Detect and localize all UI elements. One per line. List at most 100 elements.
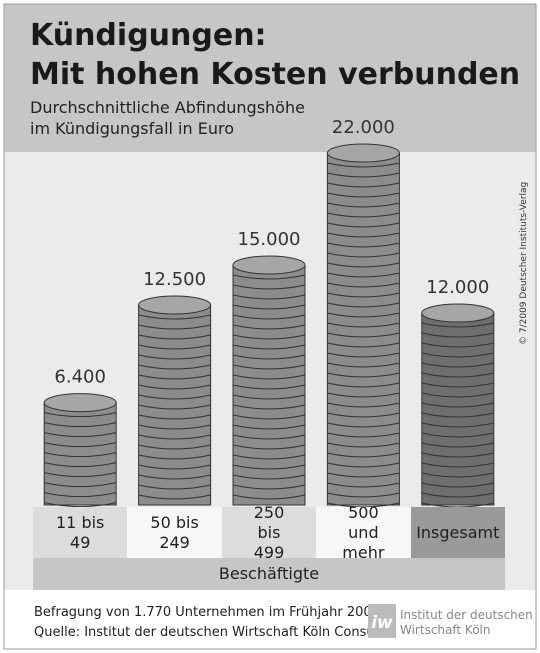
coin-edge <box>138 394 211 400</box>
coin-edge <box>232 374 306 380</box>
coin-edge <box>327 222 400 228</box>
coin-edge <box>44 432 117 438</box>
coin-edge <box>327 172 400 178</box>
coin-edge <box>232 364 306 370</box>
coin-edge <box>327 442 400 448</box>
coin-edge <box>421 322 494 328</box>
coin-edge <box>138 454 211 460</box>
coin-edge <box>327 392 400 398</box>
coin-edge <box>327 342 400 348</box>
x-tick-label: Insgesamt <box>410 507 505 558</box>
x-label-band <box>33 558 505 590</box>
coin-edge <box>421 342 494 348</box>
coin-edge <box>232 394 306 400</box>
coin-edge <box>327 382 400 388</box>
coin-stack <box>326 143 400 508</box>
coin-edge <box>327 362 400 368</box>
coin-edge <box>232 384 306 390</box>
coin-edge <box>327 252 400 258</box>
coin-edge <box>327 272 400 278</box>
coin-edge <box>327 432 400 438</box>
coin-edge <box>327 452 400 458</box>
coin-edge <box>44 502 117 508</box>
coin-edge <box>421 442 494 448</box>
coin-edge <box>327 242 400 248</box>
value-label: 6.400 <box>54 367 106 388</box>
coin-edge <box>232 354 306 360</box>
x-tick-label: 11 bis 49 <box>33 507 128 558</box>
coin-stack <box>232 255 306 506</box>
coin-edge <box>232 414 306 420</box>
coin-edge <box>44 492 117 498</box>
value-label: 12.000 <box>426 277 489 298</box>
coin-edge <box>232 334 306 340</box>
x-tick-label: 500 und mehr <box>316 503 411 562</box>
coin-edge <box>421 362 494 368</box>
logo-text: Wirtschaft Köln <box>400 623 490 637</box>
coin-edge <box>44 472 117 478</box>
coin-edge <box>138 314 211 320</box>
x-axis-label: Beschäftigte <box>219 564 319 583</box>
coin-edge <box>327 352 400 358</box>
coin-edge <box>44 442 117 448</box>
coin-edge <box>44 422 117 428</box>
coin-edge <box>138 354 211 360</box>
coin-edge <box>138 334 211 340</box>
coin-edge <box>327 482 400 488</box>
coin-edge <box>138 474 211 480</box>
coin-edge <box>138 384 211 390</box>
coin-edge <box>327 322 400 328</box>
coin-edge <box>138 434 211 440</box>
coin-top <box>232 255 306 275</box>
coin-top <box>43 393 117 413</box>
coin-edge <box>327 422 400 428</box>
stack-body <box>421 312 495 506</box>
coin-edge <box>327 162 400 168</box>
coin-edge <box>232 494 306 500</box>
subtitle: im Kündigungsfall in Euro <box>30 119 234 138</box>
coin-edge <box>421 402 494 408</box>
coin-edge <box>138 404 211 410</box>
coin-edge <box>44 412 117 418</box>
chart-title: Mit hohen Kosten verbunden <box>30 57 520 92</box>
coin-edge <box>232 484 306 490</box>
coin-edge <box>232 294 306 300</box>
coin-edge <box>421 422 494 428</box>
coin-edge <box>327 302 400 308</box>
coin-edge <box>44 482 117 488</box>
coin-edge <box>327 332 400 338</box>
coin-edge <box>232 344 306 350</box>
value-label: 22.000 <box>332 117 395 138</box>
coin-stack <box>138 295 212 506</box>
footnote: Quelle: Institut der deutschen Wirtschaf… <box>34 625 383 640</box>
coin-edge <box>232 284 306 290</box>
chart-title: Kündigungen: <box>30 18 267 53</box>
coin-edge <box>421 382 494 388</box>
coin-top <box>138 295 212 315</box>
coin-edge <box>138 324 211 330</box>
coin-edge <box>138 444 211 450</box>
header-band <box>4 4 536 152</box>
coin-edge <box>138 364 211 370</box>
coin-edge <box>138 414 211 420</box>
coin-edge <box>138 494 211 500</box>
stack-body <box>138 304 212 506</box>
coin-top <box>421 303 495 323</box>
coin-edge <box>232 434 306 440</box>
coin-edge <box>232 444 306 450</box>
copyright: © 7/2009 Deutscher Instituts-Verlag <box>519 182 529 345</box>
coin-stack <box>421 303 495 508</box>
coin-edge <box>327 292 400 298</box>
logo-mark: iw <box>371 613 393 633</box>
coin-stack <box>43 393 117 508</box>
coin-edge <box>421 412 494 418</box>
coin-edge <box>421 462 494 468</box>
coin-edge <box>327 402 400 408</box>
coin-edge <box>421 392 494 398</box>
coin-edge <box>138 484 211 490</box>
coin-edge <box>327 492 400 498</box>
coin-edge <box>138 374 211 380</box>
logo-box <box>368 604 396 638</box>
